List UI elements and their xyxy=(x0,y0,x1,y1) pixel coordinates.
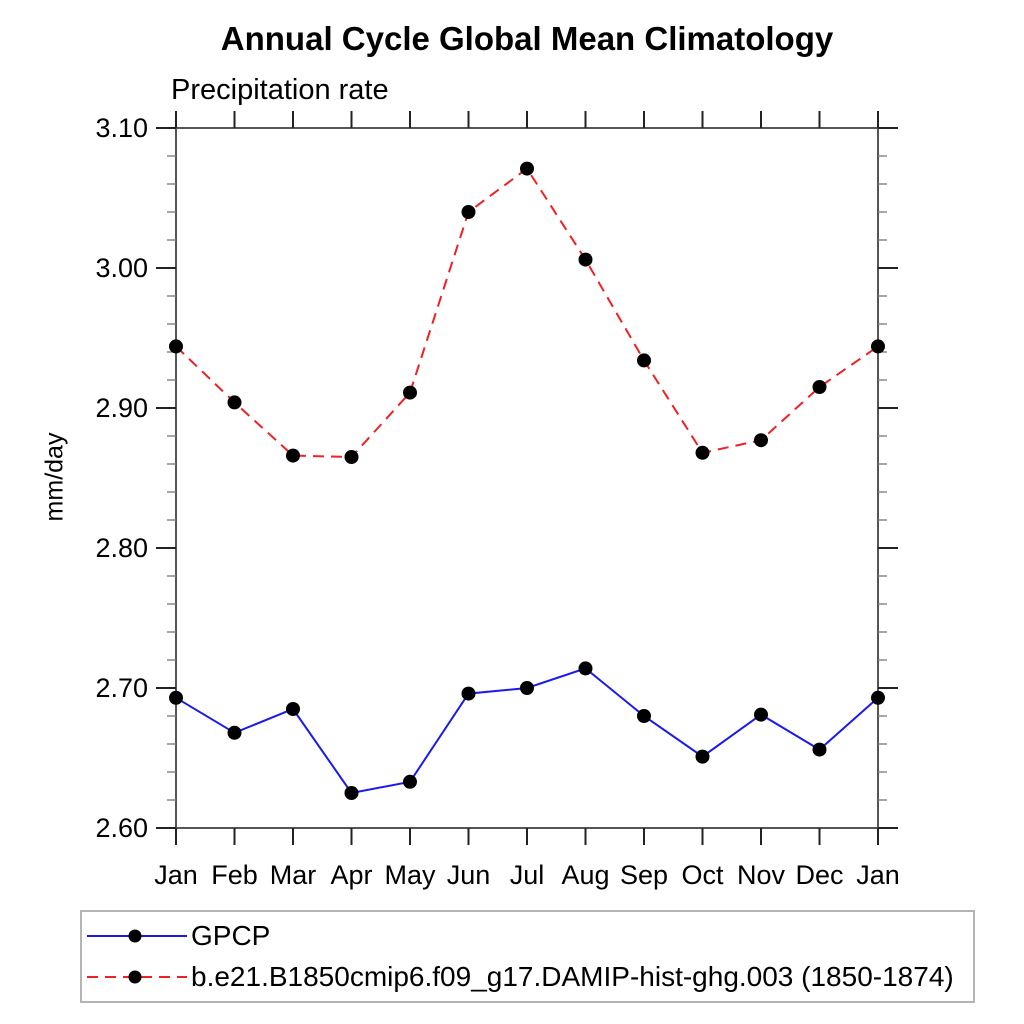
data-point-marker xyxy=(695,445,710,460)
data-point-marker xyxy=(637,353,651,368)
y-tick-label: 3.00 xyxy=(95,253,148,283)
y-tick-label: 2.60 xyxy=(95,813,148,843)
legend-entry-gpcp: GPCP xyxy=(87,919,973,953)
data-point-marker xyxy=(344,786,359,800)
data-point-marker xyxy=(754,433,768,448)
y-tick-label: 2.90 xyxy=(95,393,148,423)
data-point-marker xyxy=(403,774,417,789)
data-point-marker xyxy=(461,205,476,219)
data-point-marker xyxy=(403,385,417,400)
legend-marker xyxy=(128,929,142,943)
data-point-marker xyxy=(169,339,183,354)
data-point-marker xyxy=(812,742,827,757)
x-tick-label: Dec xyxy=(795,860,843,890)
x-tick-label: Jun xyxy=(447,860,491,890)
data-point-marker xyxy=(812,380,827,394)
x-tick-label: Oct xyxy=(681,860,724,890)
chart-subtitle: Precipitation rate xyxy=(171,74,389,106)
x-tick-label: Apr xyxy=(330,860,372,890)
y-tick-label: 3.10 xyxy=(95,113,148,143)
x-tick-label: Sep xyxy=(620,860,668,890)
series-line-1 xyxy=(175,167,879,459)
legend-label: b.e21.B1850cmip6.f09_g17.DAMIP-hist-ghg.… xyxy=(191,961,954,992)
data-point-marker xyxy=(637,709,651,723)
legend-label: GPCP xyxy=(191,920,271,951)
x-tick-label: Jan xyxy=(856,860,900,890)
data-point-marker xyxy=(578,661,593,676)
plot-frame xyxy=(175,127,879,829)
data-point-marker xyxy=(227,725,242,740)
legend-marker xyxy=(128,970,142,984)
legend-entry-model: b.e21.B1850cmip6.f09_g17.DAMIP-hist-ghg.… xyxy=(87,960,973,994)
x-tick-label: Feb xyxy=(211,860,258,890)
chart-title: Annual Cycle Global Mean Climatology xyxy=(220,20,834,57)
x-tick-label: Aug xyxy=(561,860,609,890)
data-point-marker xyxy=(286,448,300,463)
data-point-marker xyxy=(695,749,710,764)
y-tick-label: 2.80 xyxy=(95,533,148,563)
y-tick-label: 2.70 xyxy=(95,673,148,703)
data-point-marker xyxy=(227,395,242,410)
legend-swatch-dashed-line-icon xyxy=(87,970,187,984)
x-tick-label: Jul xyxy=(510,860,545,890)
x-tick-label: May xyxy=(384,860,436,890)
data-point-marker xyxy=(169,690,183,705)
data-point-marker xyxy=(578,252,593,267)
legend: GPCP b.e21.B1850cmip6.f09_g17.DAMIP-hist… xyxy=(80,910,975,1003)
data-point-marker xyxy=(754,707,768,722)
data-point-marker xyxy=(520,161,534,176)
data-point-marker xyxy=(286,702,300,716)
data-point-marker xyxy=(344,450,359,464)
x-tick-label: Nov xyxy=(737,860,786,890)
x-tick-label: Mar xyxy=(270,860,317,890)
data-point-marker xyxy=(520,681,534,695)
data-point-marker xyxy=(871,339,885,354)
x-tick-label: Jan xyxy=(154,860,198,890)
data-point-marker xyxy=(461,686,476,701)
legend-swatch-line-icon xyxy=(87,929,187,943)
data-point-marker xyxy=(871,690,885,705)
